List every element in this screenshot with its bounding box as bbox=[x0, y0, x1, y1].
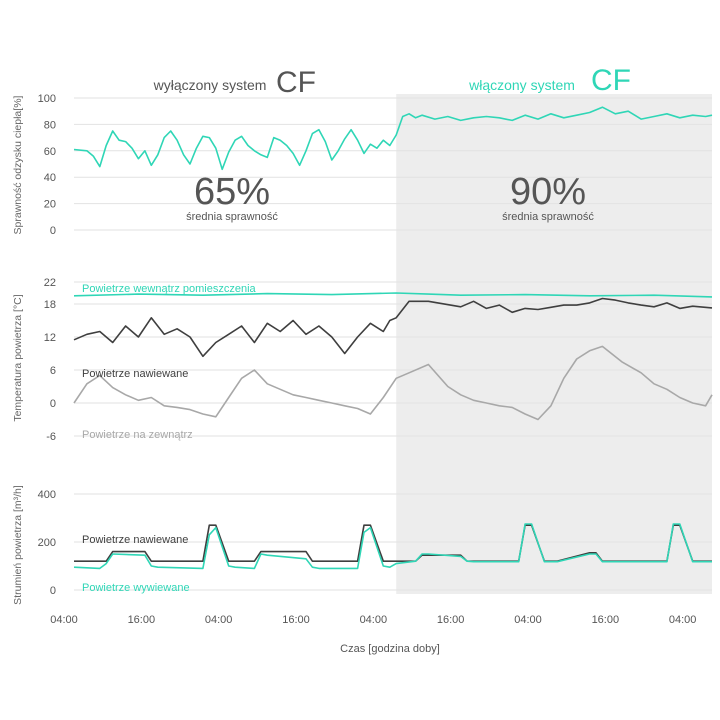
panel1-ylabel: Sprawność odzysku ciepła[%] bbox=[12, 95, 24, 234]
series-line-p3-2 bbox=[73, 523, 712, 570]
series-line-p2-3 bbox=[73, 345, 713, 421]
off-avg-value: 65% bbox=[194, 171, 270, 213]
ytick-p2-4: 0 bbox=[50, 398, 56, 410]
ytick-p2-0: 22 bbox=[44, 277, 56, 289]
ytick-p1-0: 0 bbox=[50, 225, 56, 237]
x-axis-title: Czas [godzina doby] bbox=[340, 643, 440, 655]
series-line-p2-1 bbox=[73, 292, 713, 298]
ytick-p1-3: 60 bbox=[44, 146, 56, 158]
xtick-4: 04:00 bbox=[360, 614, 388, 626]
xtick-0: 04:00 bbox=[50, 614, 78, 626]
ytick-p3-1: 200 bbox=[38, 537, 56, 549]
series-layer bbox=[73, 106, 713, 570]
ytick-p3-0: 0 bbox=[50, 585, 56, 597]
label-supply-flow: Powietrze nawiewane bbox=[82, 534, 188, 546]
cf-on-title: włączony system bbox=[468, 77, 575, 93]
series-line-p1-1 bbox=[73, 106, 713, 171]
cf-on-prefix: włączony system bbox=[468, 77, 575, 93]
label-supply-air: Powietrze nawiewane bbox=[82, 368, 188, 380]
ytick-p2-1: 18 bbox=[44, 299, 56, 311]
xtick-7: 16:00 bbox=[592, 614, 620, 626]
xtick-1: 16:00 bbox=[128, 614, 156, 626]
ytick-p1-2: 40 bbox=[44, 172, 56, 184]
off-avg-label: średnia sprawność bbox=[186, 211, 278, 223]
cf-off-cf: CF bbox=[276, 66, 316, 99]
panel2-ylabel: Temperatura powietrza [°C] bbox=[12, 294, 24, 421]
series-line-p2-2 bbox=[73, 297, 713, 358]
x-tick-labels: 04:00 16:00 04:00 16:00 04:00 16:00 04:00 16:00… bbox=[50, 614, 696, 626]
label-indoor-air: Powietrze wewnątrz pomieszczenia bbox=[82, 283, 257, 295]
ytick-p2-5: -6 bbox=[46, 431, 56, 443]
panel3-ylabel: Strumień powietrza [m³/h] bbox=[12, 485, 24, 605]
xtick-5: 16:00 bbox=[437, 614, 465, 626]
ytick-p1-1: 20 bbox=[44, 199, 56, 211]
xtick-6: 04:00 bbox=[514, 614, 542, 626]
label-exhaust-flow: Powietrze wywiewane bbox=[82, 582, 190, 594]
cf-off-prefix: wyłączony system bbox=[153, 77, 267, 93]
ytick-p2-3: 6 bbox=[50, 365, 56, 377]
on-avg-value: 90% bbox=[510, 171, 586, 213]
cf-on-shaded-region bbox=[396, 94, 712, 594]
xtick-8: 04:00 bbox=[669, 614, 697, 626]
xtick-2: 04:00 bbox=[205, 614, 233, 626]
grid-layer bbox=[74, 97, 712, 591]
ytick-p3-2: 400 bbox=[38, 489, 56, 501]
cf-on-cf: CF bbox=[591, 64, 631, 97]
on-avg-label: średnia sprawność bbox=[502, 211, 594, 223]
ytick-p1-4: 80 bbox=[44, 119, 56, 131]
xtick-3: 16:00 bbox=[282, 614, 310, 626]
cf-off-title: wyłączony system bbox=[153, 77, 267, 93]
label-outdoor-air: Powietrze na zewnątrz bbox=[82, 429, 193, 441]
ytick-p2-2: 12 bbox=[44, 332, 56, 344]
ytick-p1-5: 100 bbox=[38, 93, 56, 105]
